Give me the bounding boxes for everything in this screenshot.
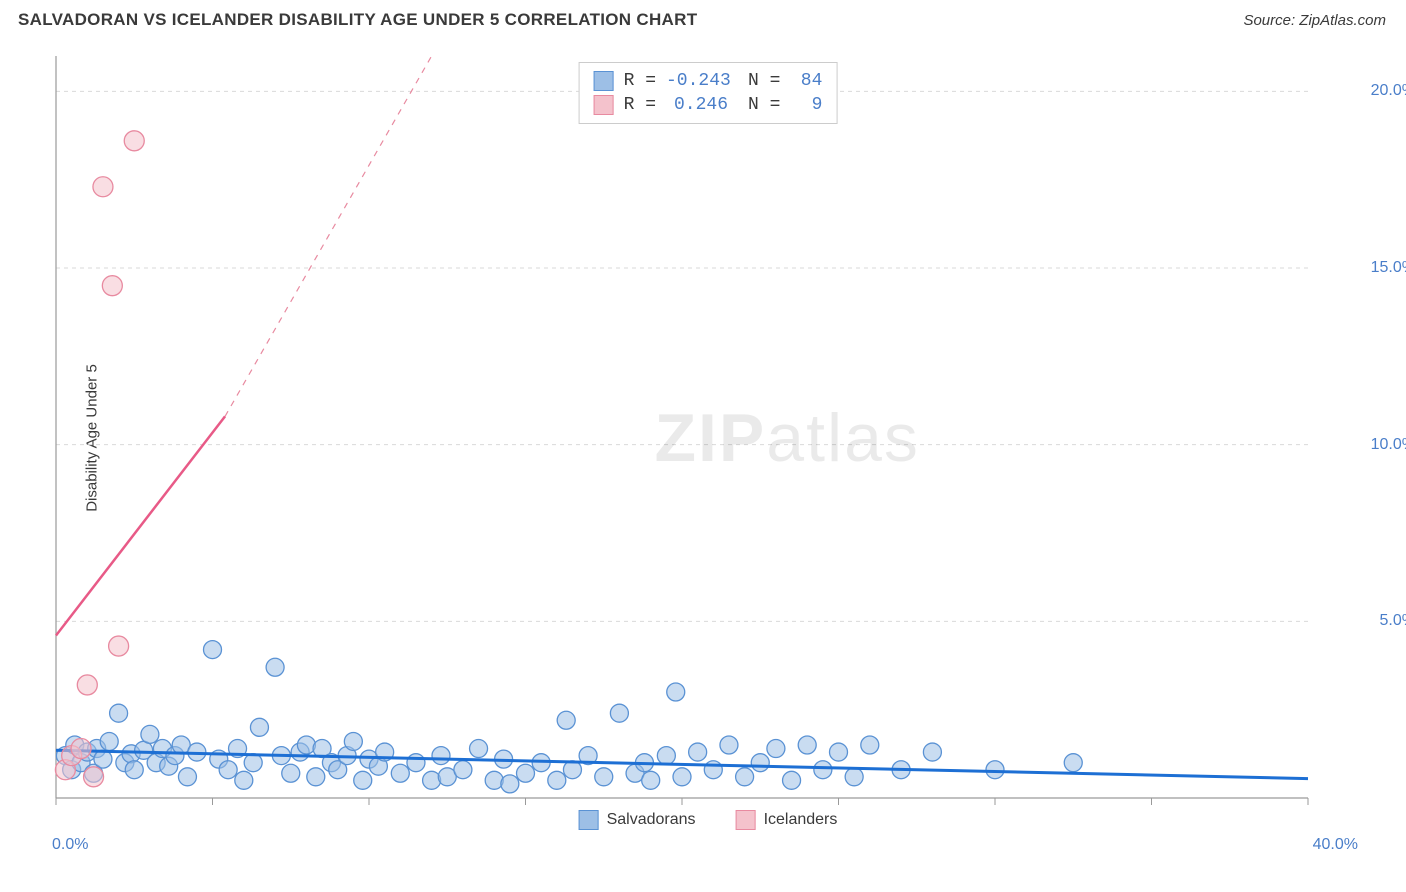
y-tick-label: 10.0%: [1371, 436, 1406, 454]
n-value: 9: [790, 93, 822, 117]
x-tick-label: 0.0%: [52, 836, 88, 854]
chart-area: Disability Age Under 5 ZIPatlas R =-0.24…: [48, 48, 1368, 828]
legend-swatch: [579, 810, 599, 830]
stats-legend-row: R = 0.246 N = 9: [594, 93, 823, 117]
x-tick-label: 40.0%: [1313, 836, 1358, 854]
r-label: R =: [624, 69, 656, 93]
legend-swatch: [736, 810, 756, 830]
r-value: 0.246: [666, 93, 728, 117]
legend-swatch: [594, 71, 614, 91]
chart-header: SALVADORAN VS ICELANDER DISABILITY AGE U…: [0, 0, 1406, 36]
stats-legend-row: R = -0.243 N = 84: [594, 69, 823, 93]
legend-label: Icelanders: [764, 811, 838, 829]
legend-item: Icelanders: [736, 810, 838, 830]
r-value: -0.243: [666, 69, 728, 93]
r-label: R =: [624, 93, 656, 117]
n-label: N =: [748, 93, 780, 117]
y-tick-label: 15.0%: [1371, 259, 1406, 277]
stats-legend: R = -0.243 N = 84 R = 0.246 N = 9: [579, 62, 838, 124]
legend-item: Salvadorans: [579, 810, 696, 830]
legend-label: Salvadorans: [607, 811, 696, 829]
y-tick-label: 5.0%: [1380, 612, 1406, 630]
series-legend: Salvadorans Icelanders: [579, 810, 838, 830]
y-tick-label: 20.0%: [1371, 82, 1406, 100]
legend-swatch: [594, 95, 614, 115]
scatter-plot: [48, 48, 1368, 828]
n-label: N =: [748, 69, 780, 93]
n-value: 84: [790, 69, 822, 93]
chart-title: SALVADORAN VS ICELANDER DISABILITY AGE U…: [18, 10, 697, 30]
source-attribution: Source: ZipAtlas.com: [1243, 12, 1386, 29]
